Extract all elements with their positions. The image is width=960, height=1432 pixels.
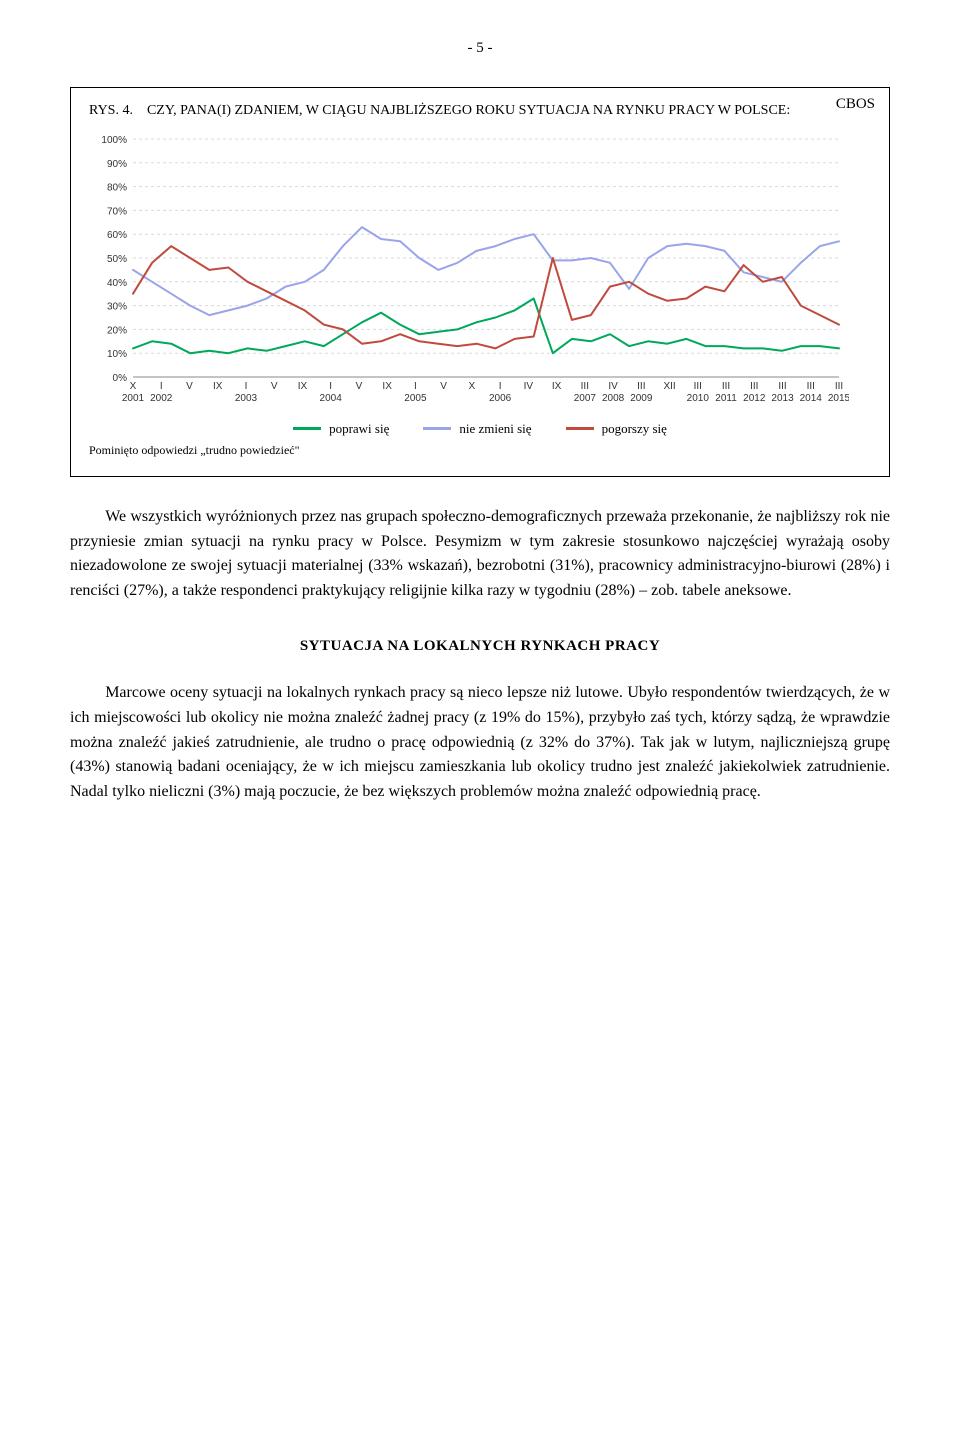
svg-text:2004: 2004: [320, 393, 343, 404]
svg-text:X: X: [130, 381, 137, 392]
svg-text:III: III: [637, 381, 645, 392]
svg-text:V: V: [440, 381, 447, 392]
svg-text:2003: 2003: [235, 393, 258, 404]
chart-title: CZY, PANA(I) ZDANIEM, W CIĄGU NAJBLIŻSZE…: [147, 102, 790, 121]
svg-text:V: V: [356, 381, 363, 392]
svg-text:IX: IX: [213, 381, 223, 392]
legend-item-poprawi: poprawi się: [293, 421, 389, 437]
paragraph-2: Marcowe oceny sytuacji na lokalnych rynk…: [70, 681, 890, 805]
svg-text:2015: 2015: [828, 393, 849, 404]
chart-footnote: Pominięto odpowiedzi „trudno powiedzieć": [89, 443, 871, 458]
svg-text:I: I: [329, 381, 332, 392]
svg-text:80%: 80%: [107, 182, 127, 193]
svg-text:IX: IX: [552, 381, 562, 392]
svg-text:XII: XII: [663, 381, 675, 392]
svg-text:V: V: [186, 381, 193, 392]
legend-label: pogorszy się: [602, 421, 667, 437]
chart-svg: 0%10%20%30%40%50%60%70%80%90%100%X2001I2…: [89, 133, 849, 413]
chart-legend: poprawi się nie zmieni się pogorszy się: [89, 421, 871, 437]
svg-text:20%: 20%: [107, 325, 127, 336]
svg-text:2013: 2013: [771, 393, 794, 404]
svg-text:III: III: [581, 381, 589, 392]
svg-text:2009: 2009: [630, 393, 653, 404]
svg-text:III: III: [722, 381, 730, 392]
svg-text:III: III: [694, 381, 702, 392]
paragraph-1: We wszystkich wyróżnionych przez nas gru…: [70, 505, 890, 604]
svg-text:V: V: [271, 381, 278, 392]
svg-text:III: III: [835, 381, 843, 392]
svg-text:50%: 50%: [107, 254, 127, 265]
svg-text:2006: 2006: [489, 393, 512, 404]
svg-text:2012: 2012: [743, 393, 766, 404]
svg-text:IV: IV: [608, 381, 618, 392]
svg-text:X: X: [469, 381, 476, 392]
svg-text:IV: IV: [524, 381, 534, 392]
chart-header: RYS. 4. CZY, PANA(I) ZDANIEM, W CIĄGU NA…: [89, 102, 871, 121]
legend-label: poprawi się: [329, 421, 389, 437]
svg-text:III: III: [807, 381, 815, 392]
svg-text:2005: 2005: [404, 393, 427, 404]
legend-swatch: [423, 427, 451, 430]
svg-text:I: I: [499, 381, 502, 392]
svg-text:2002: 2002: [150, 393, 173, 404]
svg-text:III: III: [778, 381, 786, 392]
svg-text:I: I: [160, 381, 163, 392]
svg-text:70%: 70%: [107, 206, 127, 217]
svg-text:10%: 10%: [107, 349, 127, 360]
svg-text:2014: 2014: [800, 393, 823, 404]
legend-swatch: [293, 427, 321, 430]
svg-text:IX: IX: [298, 381, 308, 392]
legend-label: nie zmieni się: [459, 421, 531, 437]
line-chart: 0%10%20%30%40%50%60%70%80%90%100%X2001I2…: [89, 133, 849, 413]
svg-text:2001: 2001: [122, 393, 145, 404]
svg-text:IX: IX: [382, 381, 392, 392]
legend-item-pogorszy: pogorszy się: [566, 421, 667, 437]
svg-text:30%: 30%: [107, 301, 127, 312]
figure-number: RYS. 4.: [89, 103, 133, 119]
legend-swatch: [566, 427, 594, 430]
svg-text:100%: 100%: [101, 135, 127, 146]
svg-text:0%: 0%: [113, 373, 128, 384]
legend-item-niezmieni: nie zmieni się: [423, 421, 531, 437]
section-heading: SYTUACJA NA LOKALNYCH RYNKACH PRACY: [70, 638, 890, 655]
svg-text:2007: 2007: [574, 393, 597, 404]
svg-text:40%: 40%: [107, 278, 127, 289]
svg-text:2011: 2011: [715, 393, 737, 404]
svg-text:I: I: [245, 381, 248, 392]
svg-text:2010: 2010: [687, 393, 710, 404]
svg-text:60%: 60%: [107, 230, 127, 241]
chart-container: CBOS RYS. 4. CZY, PANA(I) ZDANIEM, W CIĄ…: [70, 87, 890, 477]
svg-text:90%: 90%: [107, 159, 127, 170]
cbos-label: CBOS: [836, 96, 875, 113]
page-number: - 5 -: [70, 40, 890, 57]
svg-text:2008: 2008: [602, 393, 625, 404]
svg-text:I: I: [414, 381, 417, 392]
svg-text:III: III: [750, 381, 758, 392]
